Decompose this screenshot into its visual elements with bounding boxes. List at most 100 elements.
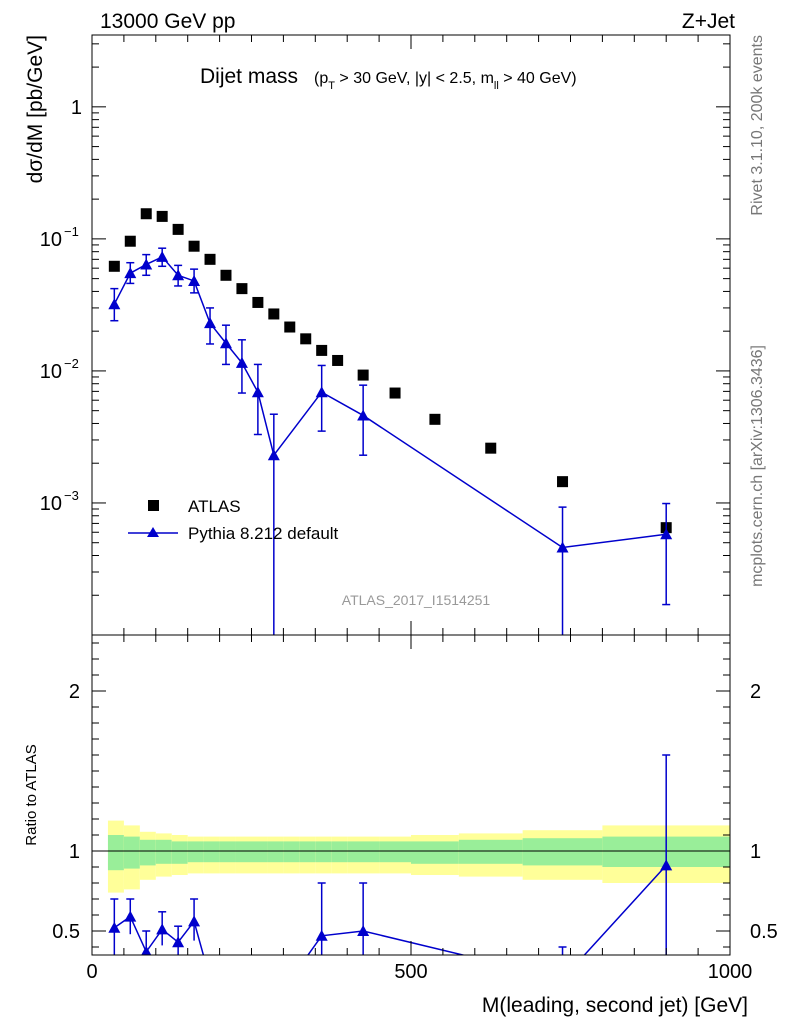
ratio-green-band (155, 839, 172, 864)
ratio-y-tick-label-left: 0.5 (52, 921, 80, 943)
atlas-data-point (140, 208, 152, 220)
pythia-data-point (219, 337, 232, 349)
y-tick-label-pow: 10 (40, 493, 62, 515)
ratio-data-point (357, 925, 370, 936)
x-tick-label: 1000 (708, 961, 753, 983)
y-tick-label-exponent: −2 (64, 356, 79, 371)
pythia-data-point (156, 250, 169, 262)
y-tick-label-pow: 10 (40, 361, 62, 383)
ratio-green-band (235, 841, 252, 863)
ratio-y-tick-label-right: 1 (750, 841, 761, 863)
legend: ATLAS Pythia 8.212 default (128, 497, 339, 543)
ratio-green-band (315, 841, 332, 863)
legend-entry-atlas: ATLAS (148, 497, 241, 516)
header-energy-label: 13000 GeV pp (100, 10, 235, 33)
ratio-data-point (252, 997, 264, 1008)
ratio-green-band (379, 841, 411, 863)
ratio-y-tick-label-right: 2 (750, 681, 761, 703)
main-panel: Dijet mass (pT > 30 GeV, |y| < 2.5, mll … (24, 34, 731, 636)
ratio-green-band (331, 841, 348, 863)
ratio-green-band (203, 841, 220, 863)
ratio-data-point (315, 929, 328, 941)
ratio-line (113, 864, 667, 955)
ratio-green-band (139, 839, 156, 866)
legend-entry-pythia: Pythia 8.212 default (128, 524, 339, 543)
atlas-data-point (172, 223, 184, 235)
pythia-data-point (251, 386, 264, 398)
pythia-data-point (204, 317, 217, 329)
y-axis-label: dσ/dM [pb/GeV] (24, 35, 47, 183)
ratio-green-band (283, 841, 300, 863)
ratio-green-band (171, 841, 188, 864)
atlas-data-point (300, 333, 312, 345)
pythia-data-point (357, 409, 370, 421)
pythia-data-point (267, 449, 280, 461)
atlas-data-point (124, 235, 136, 247)
atlas-data-point (156, 210, 168, 222)
legend-square-marker (148, 500, 159, 511)
ratio-data-point (124, 910, 137, 922)
ratio-data-point (141, 945, 152, 955)
ratio-green-band (187, 841, 204, 863)
ratio-data-point (156, 923, 169, 935)
y-tick-label-pow: 10 (40, 229, 62, 251)
ratio-green-band (107, 835, 124, 871)
atlas-data-point (357, 369, 369, 381)
atlas-data-point (268, 308, 280, 320)
legend-label-pythia: Pythia 8.212 default (188, 524, 339, 543)
ratio-green-band (219, 841, 236, 863)
ratio-green-band (458, 839, 523, 864)
analysis-watermark: ATLAS_2017_I1514251 (342, 592, 491, 608)
ratio-green-band (267, 841, 284, 863)
pythia-data-point (108, 298, 121, 310)
atlas-data-point (284, 321, 296, 333)
ratio-panel: 0.5 0.5 1 1 2 2 0 500 1000 Ratio to ATLAS (23, 634, 778, 1008)
ratio-data-point (660, 859, 673, 871)
y-tick-label-exponent: −3 (64, 488, 79, 503)
plot-title: Dijet mass (200, 65, 298, 88)
ratio-y-tick-label-left: 2 (69, 681, 80, 703)
pythia-data-point (315, 386, 328, 398)
atlas-data-point (389, 387, 401, 399)
atlas-data-point (429, 413, 441, 425)
legend-triangle-marker (147, 527, 159, 537)
ratio-green-band (411, 841, 459, 864)
atlas-data-point (557, 476, 569, 488)
legend-label-atlas: ATLAS (188, 497, 241, 516)
atlas-data-point (188, 240, 200, 252)
atlas-data-point (485, 442, 497, 454)
header-process-label: Z+Jet (682, 10, 735, 33)
ratio-data-point (108, 921, 121, 933)
ratio-data-point (268, 997, 280, 1008)
x-tick-label: 500 (394, 961, 427, 983)
ratio-plot-frame (91, 634, 731, 956)
x-tick-label: 0 (86, 961, 97, 983)
ratio-data-point (557, 973, 569, 984)
y-tick-label-exponent: −1 (64, 224, 79, 239)
pythia-data-point (556, 541, 569, 553)
atlas-data-point (220, 269, 232, 281)
ratio-green-band (347, 841, 380, 863)
pythia-data-point (124, 267, 137, 279)
ratio-green-band (522, 838, 603, 866)
pythia-data-point (660, 528, 673, 540)
atlas-data-point (204, 253, 216, 265)
main-plot-frame (91, 34, 731, 636)
y-tick-label-1: 1 (71, 97, 82, 119)
ratio-series (108, 754, 673, 1008)
atlas-data-point (252, 296, 264, 308)
ratio-data-point (172, 936, 185, 948)
pythia-data-point (235, 356, 248, 368)
plot-title-cuts: (pT > 30 GeV, |y| < 2.5, mll > 40 GeV) (314, 70, 577, 92)
ratio-green-band (123, 836, 140, 869)
ratio-data-point (188, 915, 201, 927)
atlas-data-point (236, 283, 248, 295)
pythia-data-point (188, 274, 201, 286)
atlas-data-point (316, 344, 328, 356)
atlas-data-point (108, 260, 120, 272)
ratio-green-band (251, 841, 268, 863)
pythia-data-point (140, 258, 153, 270)
atlas-data-point (332, 354, 344, 366)
pythia-data-point (172, 269, 185, 281)
